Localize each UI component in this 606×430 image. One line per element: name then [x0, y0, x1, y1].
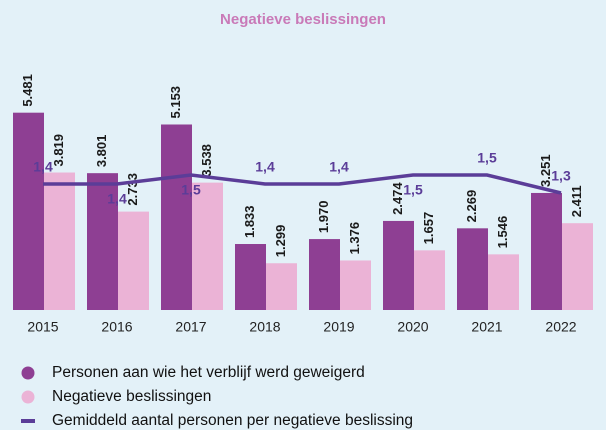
legend-swatch: [21, 366, 35, 380]
value-label: 5.481: [20, 74, 35, 107]
value-label: 1.970: [316, 201, 331, 234]
x-tick-label: 2019: [323, 319, 354, 335]
bar: [488, 254, 519, 310]
line-value-label: 1,4: [255, 159, 275, 175]
legend-swatch: [21, 390, 35, 404]
x-tick-label: 2022: [545, 319, 576, 335]
bar: [44, 172, 75, 310]
value-label: 1.299: [273, 225, 288, 258]
bar: [192, 182, 223, 310]
value-label: 3.251: [538, 154, 553, 187]
legend-label: Personen aan wie het verblijf werd gewei…: [52, 364, 365, 381]
value-label: 1.833: [242, 205, 257, 238]
line-value-label: 1,3: [551, 168, 571, 184]
chart-title: Negatieve beslissingen: [220, 11, 386, 28]
line-value-label: 1,5: [403, 182, 423, 198]
value-label: 1.657: [421, 212, 436, 245]
legend-label: Negatieve beslissingen: [52, 388, 211, 405]
value-label: 3.819: [51, 134, 66, 167]
value-label: 2.411: [569, 185, 584, 217]
legend-label: Gemiddeld aantal personen per negatieve …: [52, 412, 413, 429]
value-label: 2.269: [464, 190, 479, 223]
bar: [118, 211, 149, 310]
bar: [531, 192, 562, 310]
x-tick-label: 2015: [27, 319, 58, 335]
value-label: 1.376: [347, 222, 362, 255]
bar: [309, 239, 340, 310]
bar: [161, 124, 192, 310]
x-tick-label: 2021: [471, 319, 502, 335]
bar: [340, 260, 371, 310]
value-label: 2.474: [390, 182, 405, 215]
line-value-label: 1,4: [329, 159, 349, 175]
bar: [562, 223, 593, 310]
bar: [266, 263, 297, 310]
value-label: 3.538: [199, 144, 214, 177]
x-tick-label: 2017: [175, 319, 206, 335]
bar: [457, 228, 488, 310]
line-value-label: 1,4: [33, 159, 53, 175]
value-label: 5.153: [168, 86, 183, 119]
bar: [235, 244, 266, 310]
value-label: 1.546: [495, 216, 510, 249]
value-label: 3.801: [94, 135, 109, 168]
bar: [383, 220, 414, 310]
line: [43, 173, 562, 195]
x-tick-label: 2016: [101, 319, 132, 335]
value-label: 2.733: [125, 173, 140, 206]
x-tick-label: 2018: [249, 319, 280, 335]
x-tick-label: 2020: [397, 319, 428, 335]
line-value-label: 1,5: [477, 150, 497, 166]
line-value-label: 1,4: [107, 191, 127, 207]
bar: [13, 112, 44, 311]
bar: [414, 250, 445, 310]
line-value-label: 1,5: [181, 182, 201, 198]
bar: [87, 173, 118, 310]
